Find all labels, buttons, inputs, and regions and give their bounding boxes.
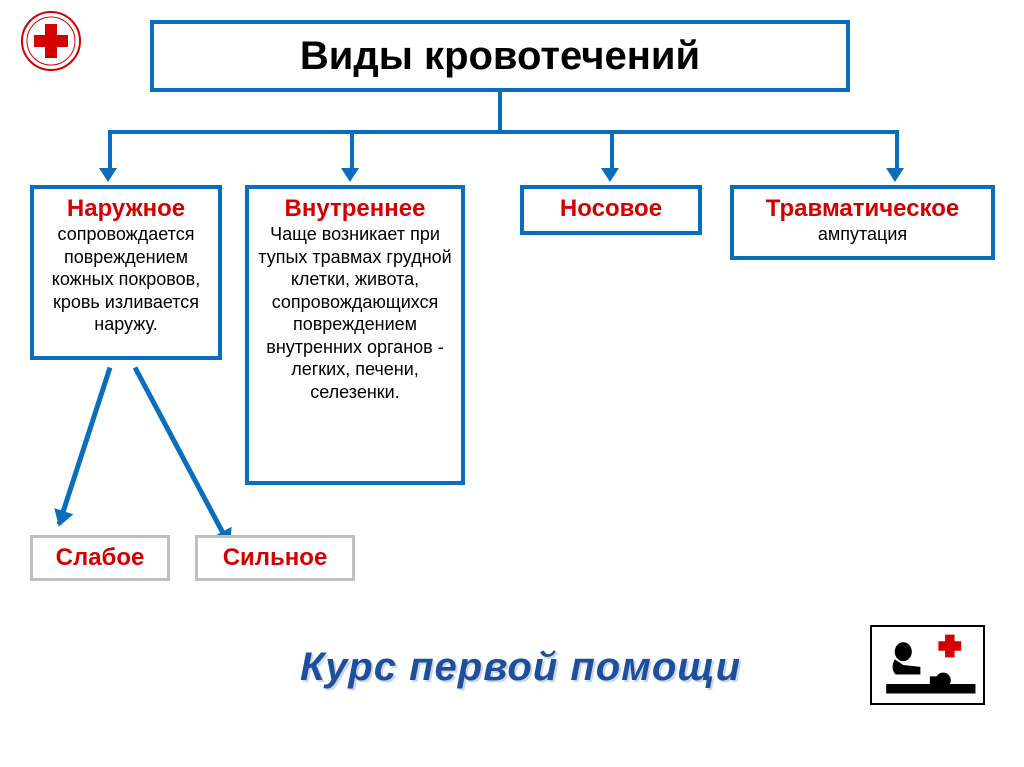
node-internal: Внутреннее Чаще возникает при тупых трав… bbox=[245, 185, 465, 485]
arrow-to-strong bbox=[133, 366, 231, 545]
arrowhead-down-icon bbox=[99, 168, 117, 182]
footer-title: Курс первой помощи bbox=[300, 645, 741, 690]
connector-horizontal bbox=[108, 130, 898, 134]
connector-drop bbox=[350, 130, 354, 170]
subnode-strong-label: Сильное bbox=[223, 544, 328, 572]
first-aid-icon bbox=[870, 625, 985, 705]
node-external: Наружное сопровождается повреждением кож… bbox=[30, 185, 222, 360]
node-traumatic-desc: ампутация bbox=[742, 223, 983, 246]
node-external-desc: сопровождается повреждением кожных покро… bbox=[42, 223, 210, 336]
arrowhead-down-icon bbox=[341, 168, 359, 182]
node-internal-desc: Чаще возникает при тупых травмах грудной… bbox=[257, 223, 453, 403]
subnode-strong: Сильное bbox=[195, 535, 355, 581]
diagram-title: Виды кровотечений bbox=[150, 20, 850, 92]
arrowhead-down-icon bbox=[601, 168, 619, 182]
connector-drop bbox=[895, 130, 899, 170]
red-cross-logo-icon bbox=[20, 10, 82, 72]
connector-drop bbox=[108, 130, 112, 170]
node-traumatic: Травматическое ампутация bbox=[730, 185, 995, 260]
subnode-weak: Слабое bbox=[30, 535, 170, 581]
node-nasal: Носовое bbox=[520, 185, 702, 235]
subnode-weak-label: Слабое bbox=[56, 544, 145, 572]
connector-vertical bbox=[498, 92, 502, 132]
node-external-head: Наружное bbox=[42, 195, 210, 223]
node-traumatic-head: Травматическое bbox=[742, 195, 983, 223]
arrow-to-weak bbox=[57, 367, 113, 525]
node-internal-head: Внутреннее bbox=[257, 195, 453, 223]
connector-drop bbox=[610, 130, 614, 170]
arrowhead-down-icon bbox=[886, 168, 904, 182]
node-nasal-head: Носовое bbox=[532, 195, 690, 223]
